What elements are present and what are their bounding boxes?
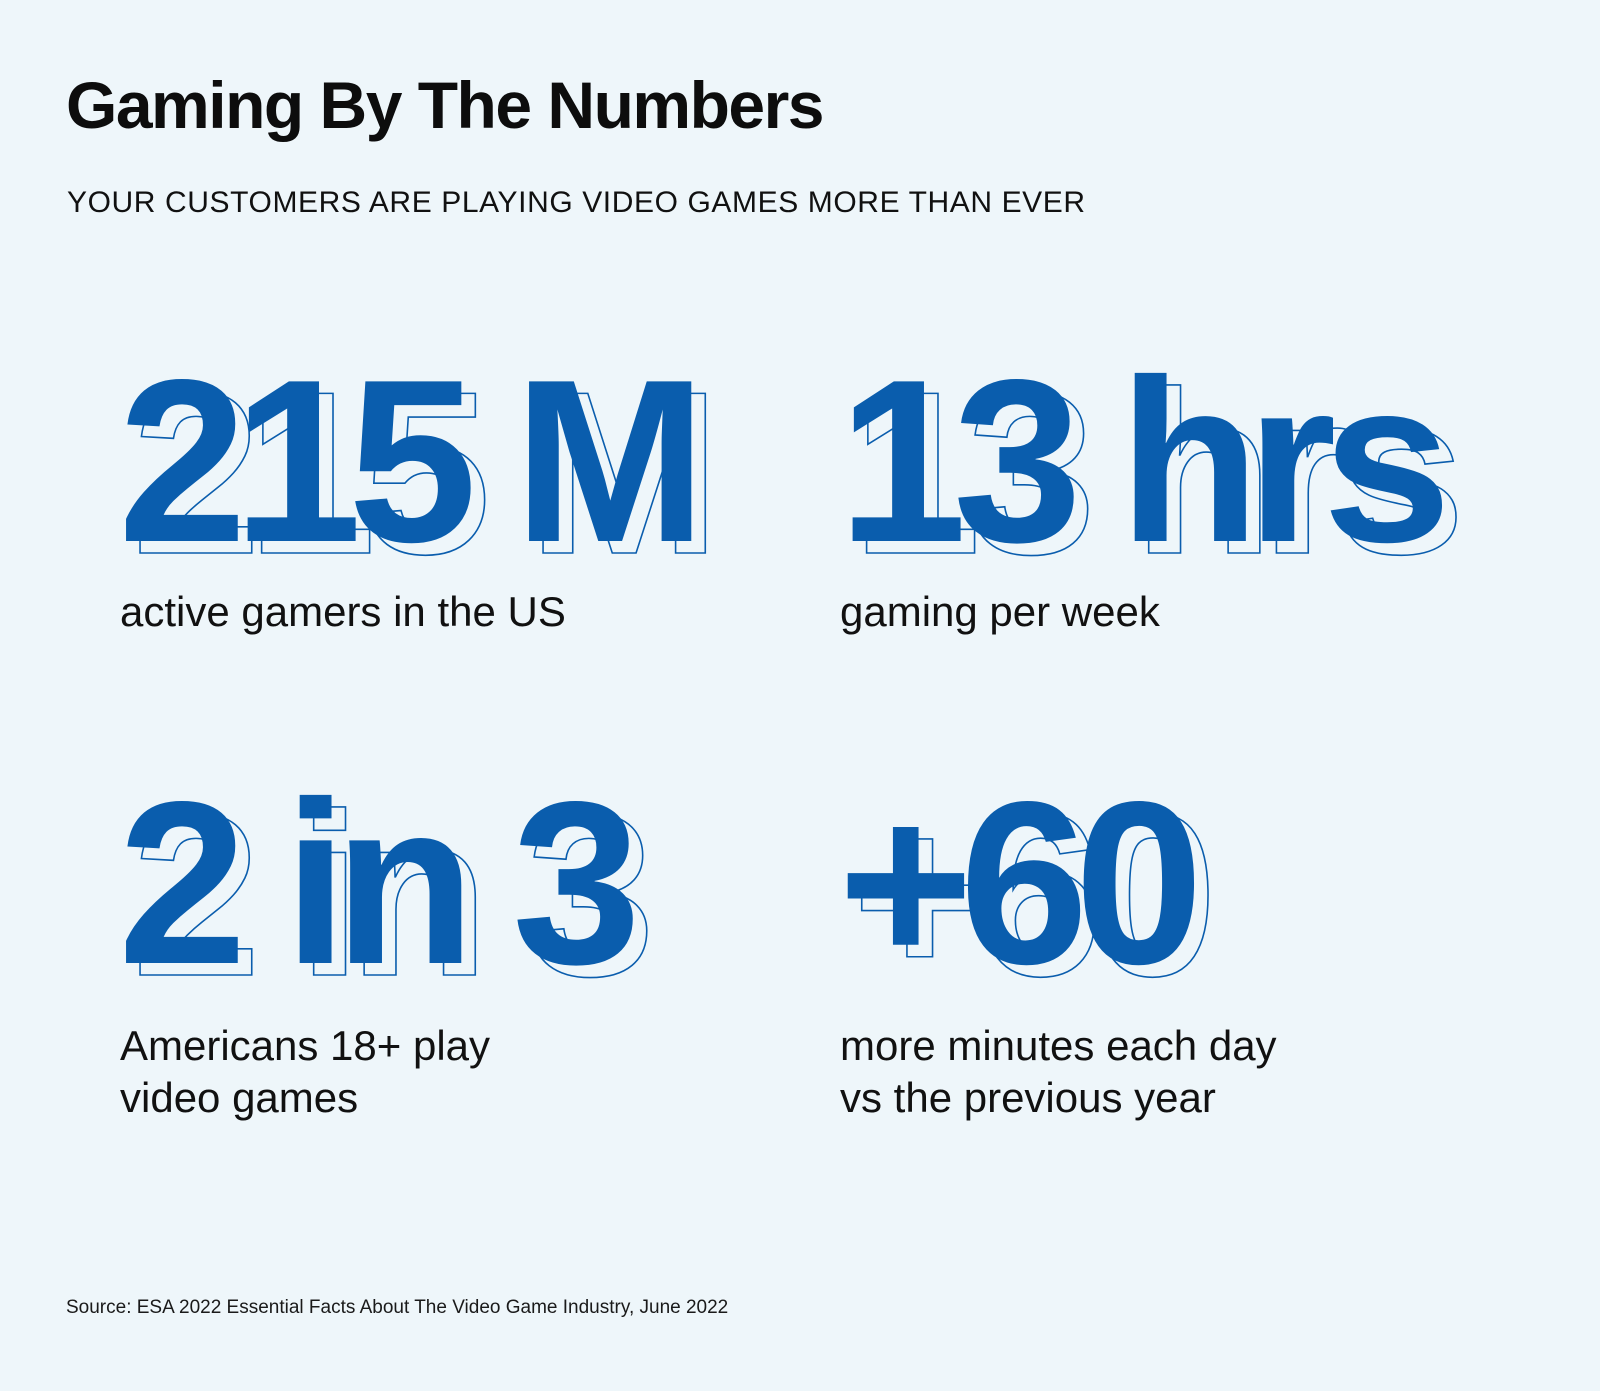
source-citation: Source: ESA 2022 Essential Facts About T… (66, 1297, 729, 1318)
stat-description: Americans 18+ play video games (120, 1022, 491, 1121)
stat-value-outline: +60 (851, 766, 1218, 1025)
page-subtitle: YOUR CUSTOMERS ARE PLAYING VIDEO GAMES M… (67, 186, 1086, 219)
stat-value-outline: 2 in 3 (131, 766, 656, 1025)
stat-value: 2 in 3 (118, 754, 641, 1013)
stat-description: gaming per week (840, 588, 1160, 635)
stat-value: 215 M (118, 332, 707, 591)
stat-more-minutes: +60 +60 more minutes each day vs the pre… (838, 754, 1538, 1122)
stat-value: +60 (838, 754, 1204, 1013)
stat-adults-play: 2 in 3 2 in 3 Americans 18+ play video g… (118, 754, 818, 1122)
stat-description: more minutes each day vs the previous ye… (840, 1022, 1277, 1121)
stat-value-outline: 13 hrs (851, 344, 1466, 603)
stat-value: 13 hrs (838, 332, 1452, 591)
stat-value-outline: 215 M (131, 344, 721, 603)
page-title: Gaming By The Numbers (66, 68, 825, 142)
stat-description: active gamers in the US (120, 588, 566, 635)
stat-active-gamers: 215 M 215 M active gamers in the US (118, 332, 818, 682)
stat-hours-per-week: 13 hrs 13 hrs gaming per week (838, 332, 1538, 682)
